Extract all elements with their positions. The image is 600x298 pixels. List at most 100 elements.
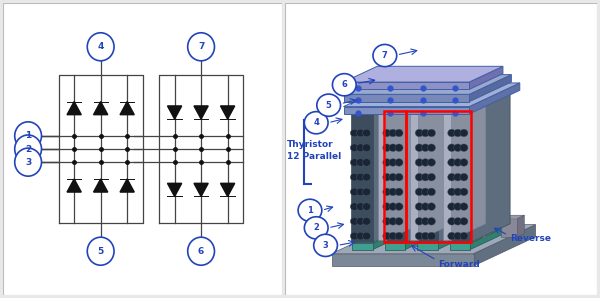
Circle shape: [395, 159, 403, 166]
Polygon shape: [94, 102, 108, 115]
Text: 3: 3: [323, 241, 328, 250]
Circle shape: [383, 218, 391, 225]
Text: Reverse: Reverse: [509, 234, 551, 243]
Polygon shape: [343, 83, 520, 107]
Polygon shape: [416, 111, 439, 242]
Polygon shape: [450, 243, 470, 250]
Circle shape: [421, 188, 430, 196]
Circle shape: [421, 173, 430, 181]
Text: 5: 5: [98, 247, 104, 256]
Polygon shape: [418, 93, 454, 240]
Polygon shape: [377, 93, 421, 109]
Polygon shape: [436, 215, 460, 218]
Circle shape: [421, 218, 430, 225]
Text: Forward: Forward: [438, 260, 479, 269]
Text: Thyristor
12 Parallel: Thyristor 12 Parallel: [287, 140, 341, 161]
Polygon shape: [194, 183, 208, 196]
Polygon shape: [332, 225, 536, 254]
Text: 5: 5: [326, 101, 332, 110]
Polygon shape: [383, 93, 445, 111]
Circle shape: [454, 232, 462, 240]
Polygon shape: [352, 243, 373, 250]
Polygon shape: [383, 111, 406, 242]
Polygon shape: [517, 215, 524, 237]
Circle shape: [356, 203, 365, 210]
Circle shape: [362, 188, 371, 196]
Circle shape: [356, 218, 365, 225]
Circle shape: [350, 159, 358, 166]
Polygon shape: [404, 215, 427, 218]
Circle shape: [87, 237, 114, 265]
Circle shape: [383, 203, 391, 210]
Polygon shape: [167, 106, 182, 119]
Polygon shape: [385, 222, 450, 243]
Polygon shape: [404, 218, 420, 237]
Circle shape: [415, 203, 424, 210]
Circle shape: [383, 144, 391, 151]
Circle shape: [460, 218, 468, 225]
Circle shape: [15, 148, 41, 176]
Circle shape: [15, 122, 41, 150]
Circle shape: [415, 188, 424, 196]
Circle shape: [415, 232, 424, 240]
Circle shape: [448, 232, 456, 240]
Circle shape: [362, 232, 371, 240]
Circle shape: [362, 144, 371, 151]
Circle shape: [415, 173, 424, 181]
Circle shape: [460, 159, 468, 166]
Polygon shape: [501, 215, 524, 218]
Circle shape: [15, 135, 41, 163]
Polygon shape: [332, 254, 474, 266]
Circle shape: [421, 159, 430, 166]
Circle shape: [356, 188, 365, 196]
Circle shape: [454, 188, 462, 196]
Text: 7: 7: [198, 42, 204, 51]
Polygon shape: [420, 215, 427, 237]
Polygon shape: [452, 215, 460, 237]
Circle shape: [298, 199, 322, 221]
Polygon shape: [436, 218, 452, 237]
Text: 1: 1: [25, 131, 31, 140]
Circle shape: [383, 188, 391, 196]
Circle shape: [448, 218, 456, 225]
Circle shape: [395, 203, 403, 210]
Circle shape: [395, 188, 403, 196]
Circle shape: [448, 188, 456, 196]
Circle shape: [448, 159, 456, 166]
Polygon shape: [351, 111, 373, 242]
Circle shape: [454, 159, 462, 166]
Polygon shape: [94, 179, 108, 192]
Circle shape: [454, 218, 462, 225]
Circle shape: [362, 218, 371, 225]
Circle shape: [383, 159, 391, 166]
Circle shape: [350, 129, 358, 137]
Circle shape: [460, 203, 468, 210]
Circle shape: [389, 173, 397, 181]
Circle shape: [362, 129, 371, 137]
Circle shape: [421, 203, 430, 210]
Circle shape: [350, 144, 358, 151]
Polygon shape: [343, 107, 469, 114]
Polygon shape: [470, 222, 515, 250]
Circle shape: [460, 144, 468, 151]
Circle shape: [356, 129, 365, 137]
Circle shape: [460, 188, 468, 196]
Circle shape: [383, 173, 391, 181]
Polygon shape: [417, 222, 482, 243]
Polygon shape: [474, 225, 536, 266]
Polygon shape: [443, 109, 451, 240]
Polygon shape: [167, 183, 182, 196]
Circle shape: [350, 232, 358, 240]
Circle shape: [395, 232, 403, 240]
Circle shape: [421, 144, 430, 151]
Polygon shape: [386, 93, 421, 240]
Circle shape: [460, 232, 468, 240]
Polygon shape: [469, 66, 503, 89]
Polygon shape: [501, 218, 517, 237]
Circle shape: [448, 173, 456, 181]
Circle shape: [389, 144, 397, 151]
Circle shape: [427, 144, 436, 151]
Circle shape: [317, 94, 341, 116]
Circle shape: [415, 159, 424, 166]
Polygon shape: [67, 179, 81, 192]
